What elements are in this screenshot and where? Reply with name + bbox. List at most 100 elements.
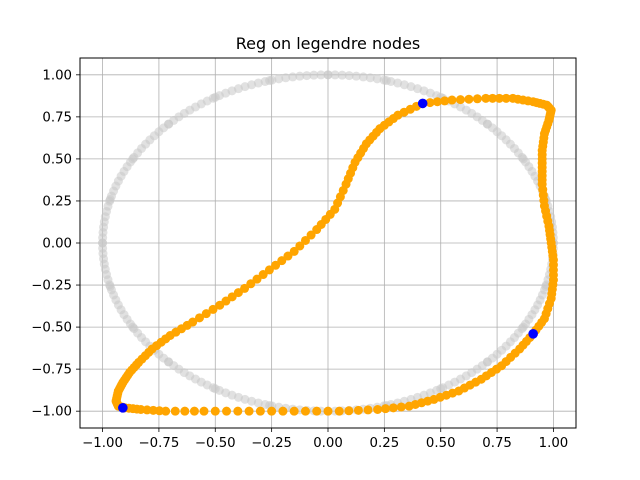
curve-point bbox=[267, 406, 277, 416]
node-point bbox=[417, 98, 428, 109]
curve-point bbox=[246, 279, 256, 289]
x-tick-label: 1.00 bbox=[539, 436, 569, 451]
curve-point bbox=[180, 406, 190, 416]
curve-point bbox=[208, 304, 218, 314]
curve-point bbox=[432, 97, 442, 107]
curve-point bbox=[258, 270, 268, 280]
curve-point bbox=[271, 260, 281, 270]
circle-point bbox=[337, 70, 347, 80]
circle-point bbox=[281, 73, 291, 83]
curve-point bbox=[334, 406, 344, 416]
curve-point bbox=[373, 405, 383, 414]
circle-point bbox=[128, 154, 138, 164]
curve-point bbox=[472, 94, 482, 104]
circle-point bbox=[302, 71, 312, 81]
circle-point bbox=[210, 92, 220, 102]
circle-point bbox=[358, 72, 368, 82]
circle-point bbox=[344, 71, 354, 81]
curve-point bbox=[244, 406, 254, 416]
curve-point bbox=[252, 274, 262, 284]
x-tick-label: −0.25 bbox=[251, 436, 292, 451]
curve-point bbox=[201, 309, 211, 319]
curve-point bbox=[396, 402, 406, 412]
curve-point bbox=[494, 93, 504, 103]
curve-point bbox=[344, 406, 354, 416]
curve-point bbox=[300, 406, 310, 416]
y-tick-label: 0.00 bbox=[42, 237, 72, 252]
y-tick-label: −0.50 bbox=[31, 321, 72, 336]
curve-point bbox=[488, 93, 498, 103]
curve-point bbox=[323, 406, 333, 416]
curve-point bbox=[295, 241, 305, 251]
curve-point bbox=[353, 405, 363, 415]
curve-point bbox=[481, 93, 491, 103]
x-tick-label: 0.00 bbox=[313, 436, 343, 451]
circle-point bbox=[323, 70, 333, 80]
y-tick-label: −0.75 bbox=[31, 363, 72, 378]
x-tick-label: −0.50 bbox=[195, 436, 236, 451]
circle-point bbox=[274, 74, 284, 84]
legendre-node-series bbox=[118, 98, 538, 413]
circle-point bbox=[518, 154, 528, 164]
circle-point bbox=[164, 357, 174, 367]
circle-point bbox=[105, 194, 115, 204]
circle-point bbox=[288, 72, 298, 82]
circle-point bbox=[351, 71, 361, 81]
circle-point bbox=[128, 322, 138, 332]
curve-point bbox=[222, 406, 232, 416]
curve-point bbox=[188, 317, 198, 327]
curve-point bbox=[189, 406, 199, 416]
y-tick-label: −1.00 bbox=[31, 405, 72, 420]
curve-point bbox=[283, 251, 293, 261]
curve-point bbox=[278, 406, 288, 416]
circle-point bbox=[393, 78, 403, 88]
y-tick-label: 0.50 bbox=[42, 152, 72, 167]
circle-point bbox=[98, 238, 108, 248]
y-tick-label: 0.75 bbox=[42, 110, 72, 125]
y-tick-label: −0.25 bbox=[31, 279, 72, 294]
curve-point bbox=[277, 256, 287, 266]
curve-point bbox=[388, 403, 398, 413]
curve-point bbox=[440, 96, 450, 106]
curve-point bbox=[233, 406, 243, 416]
curve-point bbox=[240, 283, 250, 293]
x-tick-label: −0.75 bbox=[139, 436, 180, 451]
circle-point bbox=[518, 322, 528, 332]
curve-point bbox=[289, 406, 299, 416]
curve-point bbox=[447, 95, 457, 105]
circle-point bbox=[210, 384, 220, 394]
curve-point bbox=[455, 95, 465, 105]
curve-point bbox=[199, 406, 209, 416]
curve-point bbox=[300, 235, 310, 245]
curve-point bbox=[380, 404, 390, 414]
curve-point bbox=[464, 94, 474, 104]
circle-point bbox=[295, 71, 305, 81]
curve-point bbox=[425, 98, 435, 108]
curve-point bbox=[170, 406, 180, 416]
grid-lines bbox=[80, 58, 576, 428]
curve-point bbox=[194, 313, 204, 323]
circle-point bbox=[372, 74, 382, 84]
curve-point bbox=[289, 246, 299, 256]
circle-point bbox=[436, 384, 446, 394]
circle-point bbox=[164, 119, 174, 129]
chart-title: Reg on legendre nodes bbox=[236, 34, 421, 53]
y-tick-label: 1.00 bbox=[42, 68, 72, 83]
circle-point bbox=[309, 70, 319, 80]
circle-point bbox=[482, 357, 492, 367]
x-tick-label: 0.25 bbox=[370, 436, 400, 451]
circle-point bbox=[482, 119, 492, 129]
x-axis-ticks: −1.00 −0.75 −0.50 −0.25 0.00 0.25 0.50 0.75 1.00 bbox=[82, 428, 568, 451]
circle-point bbox=[105, 282, 115, 292]
circle-point bbox=[253, 398, 263, 408]
circle-point bbox=[265, 76, 275, 86]
curve-point bbox=[404, 401, 414, 411]
x-tick-label: −1.00 bbox=[82, 436, 123, 451]
node-point bbox=[118, 403, 128, 413]
curve-point bbox=[312, 406, 322, 416]
y-tick-label: 0.25 bbox=[42, 194, 72, 209]
curve-point bbox=[501, 93, 511, 103]
node-point bbox=[528, 329, 538, 339]
circle-point bbox=[381, 76, 391, 86]
